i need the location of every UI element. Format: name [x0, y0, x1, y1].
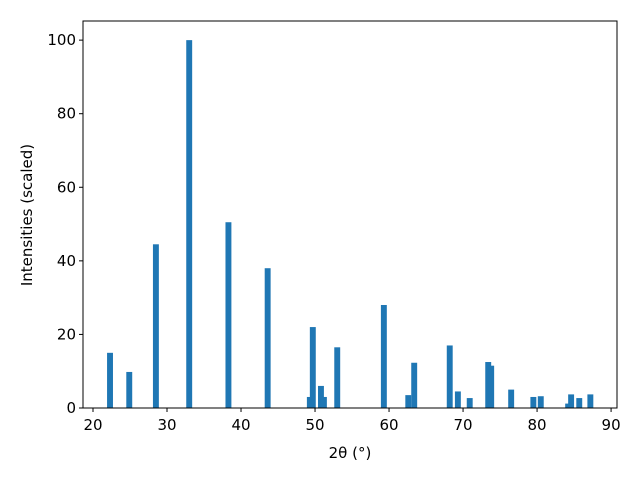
bar: [488, 365, 495, 408]
bar: [334, 347, 341, 408]
y-axis-label: Intensities (scaled): [18, 144, 36, 286]
x-tick-label: 60: [379, 416, 398, 434]
x-tick-label: 40: [231, 416, 250, 434]
bar: [537, 396, 544, 408]
x-tick-label: 20: [83, 416, 102, 434]
plot-frame: [82, 20, 618, 409]
bar: [576, 398, 583, 408]
x-tick-label: 80: [528, 416, 547, 434]
bar: [306, 396, 313, 408]
bar: [320, 396, 327, 408]
x-tick-label: 30: [157, 416, 176, 434]
bar: [508, 389, 515, 408]
y-tick-label: 60: [57, 178, 76, 196]
x-tick-label: 50: [305, 416, 324, 434]
bar: [107, 352, 113, 408]
bar: [466, 398, 473, 408]
bar: [126, 371, 133, 408]
bar: [485, 362, 492, 408]
x-tick-label: 70: [454, 416, 473, 434]
y-tick-label: 100: [47, 31, 76, 49]
bar: [186, 40, 193, 409]
x-axis-label: 2θ (°): [329, 444, 372, 462]
bar: [454, 391, 461, 408]
bar: [568, 394, 575, 408]
bar: [225, 222, 232, 408]
x-tick-label: 90: [602, 416, 621, 434]
bar: [264, 268, 271, 408]
bar: [380, 304, 387, 408]
y-tick-label: 40: [57, 252, 76, 270]
y-tick-label: 0: [66, 399, 76, 417]
bar: [446, 345, 453, 408]
bar: [405, 395, 412, 408]
bar: [587, 394, 594, 408]
y-tick-label: 80: [57, 105, 76, 123]
bar: [152, 244, 159, 408]
y-tick-label: 20: [57, 325, 76, 343]
bar: [309, 327, 316, 408]
bar: [411, 362, 418, 408]
bar: [317, 385, 324, 408]
bar: [530, 396, 537, 408]
